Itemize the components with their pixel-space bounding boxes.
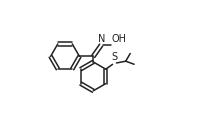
Text: OH: OH bbox=[112, 34, 127, 44]
Text: N: N bbox=[98, 34, 105, 44]
Text: S: S bbox=[111, 52, 117, 62]
